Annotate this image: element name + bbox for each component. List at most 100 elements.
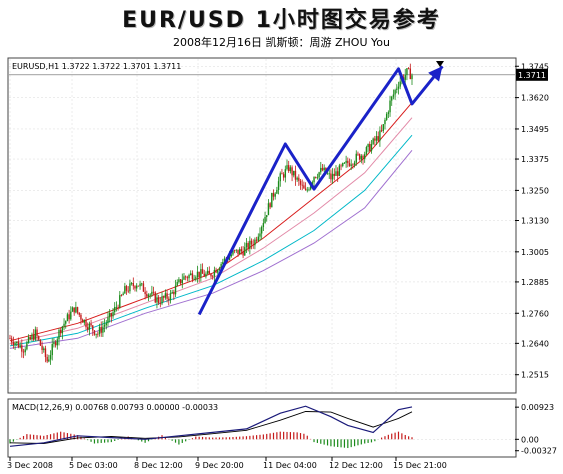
candle-body [411,75,413,80]
y-tick-label: 1.3495 [521,125,549,134]
axes: 1.3745 1.3620 1.3495 1.3375 1.3250 1.3130 1.30… [7,61,557,470]
candle-body [120,295,123,296]
candle-body [298,177,300,181]
candle-body [103,324,106,327]
candle-body [137,285,140,287]
x-tick-label: 9 Dec 20:00 [195,461,244,470]
candle-body [316,177,319,179]
macd-y-tick-label: 0.00 [521,435,539,444]
x-tick-label: 11 Dec 04:00 [263,461,317,470]
candle-body [281,173,283,175]
candle-body [21,345,23,352]
y-tick-label: 1.3130 [521,216,549,225]
candle-body [34,329,37,340]
candle-body [58,330,60,340]
candle-body [164,293,167,298]
candle-body [200,269,202,278]
candle-body [397,86,400,89]
x-tick-label: 3 Dec 2008 [7,461,53,470]
candle-body [369,144,371,152]
candle-body [108,313,111,318]
candle-body [41,345,43,350]
candle-body [257,236,259,241]
candle-body [100,327,102,333]
candle-body [31,334,33,340]
candle-body [387,112,390,114]
candle-body [315,176,317,178]
candle-body [124,286,126,294]
candle-body [394,89,396,95]
candle-body [81,319,84,323]
candle-body [85,319,87,328]
candle-body [98,327,101,334]
y-tick-label: 1.2760 [521,309,549,318]
candle-body [375,136,378,141]
candle-body [242,251,244,256]
candle-body [198,271,200,278]
candle-body [159,302,162,304]
candle-body [90,323,92,326]
candle-body [134,286,136,289]
candle-body [249,240,251,249]
candle-body [254,239,256,246]
candle-body [220,263,222,269]
candle-body [135,285,138,289]
candle-body [115,306,118,308]
candle-body [255,239,258,241]
trend-arrow-head [428,66,443,82]
candle-body [144,291,146,295]
trend-arrow-line [197,65,444,316]
candle-body [213,269,216,277]
candle-body [237,249,239,254]
candle-body [161,296,163,304]
candle-body [326,173,329,175]
candle-body [266,215,268,218]
y-tick-label: 1.3620 [521,94,549,103]
candle-body [114,306,116,313]
candle-body [391,96,393,101]
candle-body [208,270,211,274]
candle-body [86,327,89,330]
candle-body [10,338,13,343]
candle-body [132,283,135,287]
candle-body [210,273,212,277]
candle-body [12,342,15,346]
candle-body [17,341,20,348]
candle-body [291,167,293,176]
candle-body [110,313,113,317]
candle-body [117,306,119,308]
period-marker [436,61,444,67]
candle-body [384,119,386,125]
candle-body [267,203,270,216]
candle-body [29,337,31,340]
candle-body [352,164,354,166]
candle-body [396,88,398,90]
candle-body [27,337,30,343]
candle-body [218,268,221,271]
candle-body [141,283,143,285]
candle-body [184,276,187,278]
y-tick-label: 1.3005 [521,248,549,257]
candle-body [309,184,312,190]
candle-body [269,203,271,208]
candle-body [392,94,395,97]
candle-body [287,165,290,172]
candle-body [166,293,168,299]
candle-body [36,329,38,337]
candle-body [63,323,65,327]
candle-body [350,164,352,166]
x-tick-label: 12 Dec 12:00 [329,461,383,470]
candle-body [382,124,384,131]
candle-body [149,294,151,296]
candle-body [399,81,401,87]
candle-body [171,292,173,294]
candle-body [176,282,178,286]
candle-body [92,325,94,331]
candle-body [19,345,21,348]
candle-body [130,283,133,284]
candle-body [191,273,194,280]
candle-body [26,342,28,350]
candle-body [201,269,204,274]
candle-body [129,283,131,292]
